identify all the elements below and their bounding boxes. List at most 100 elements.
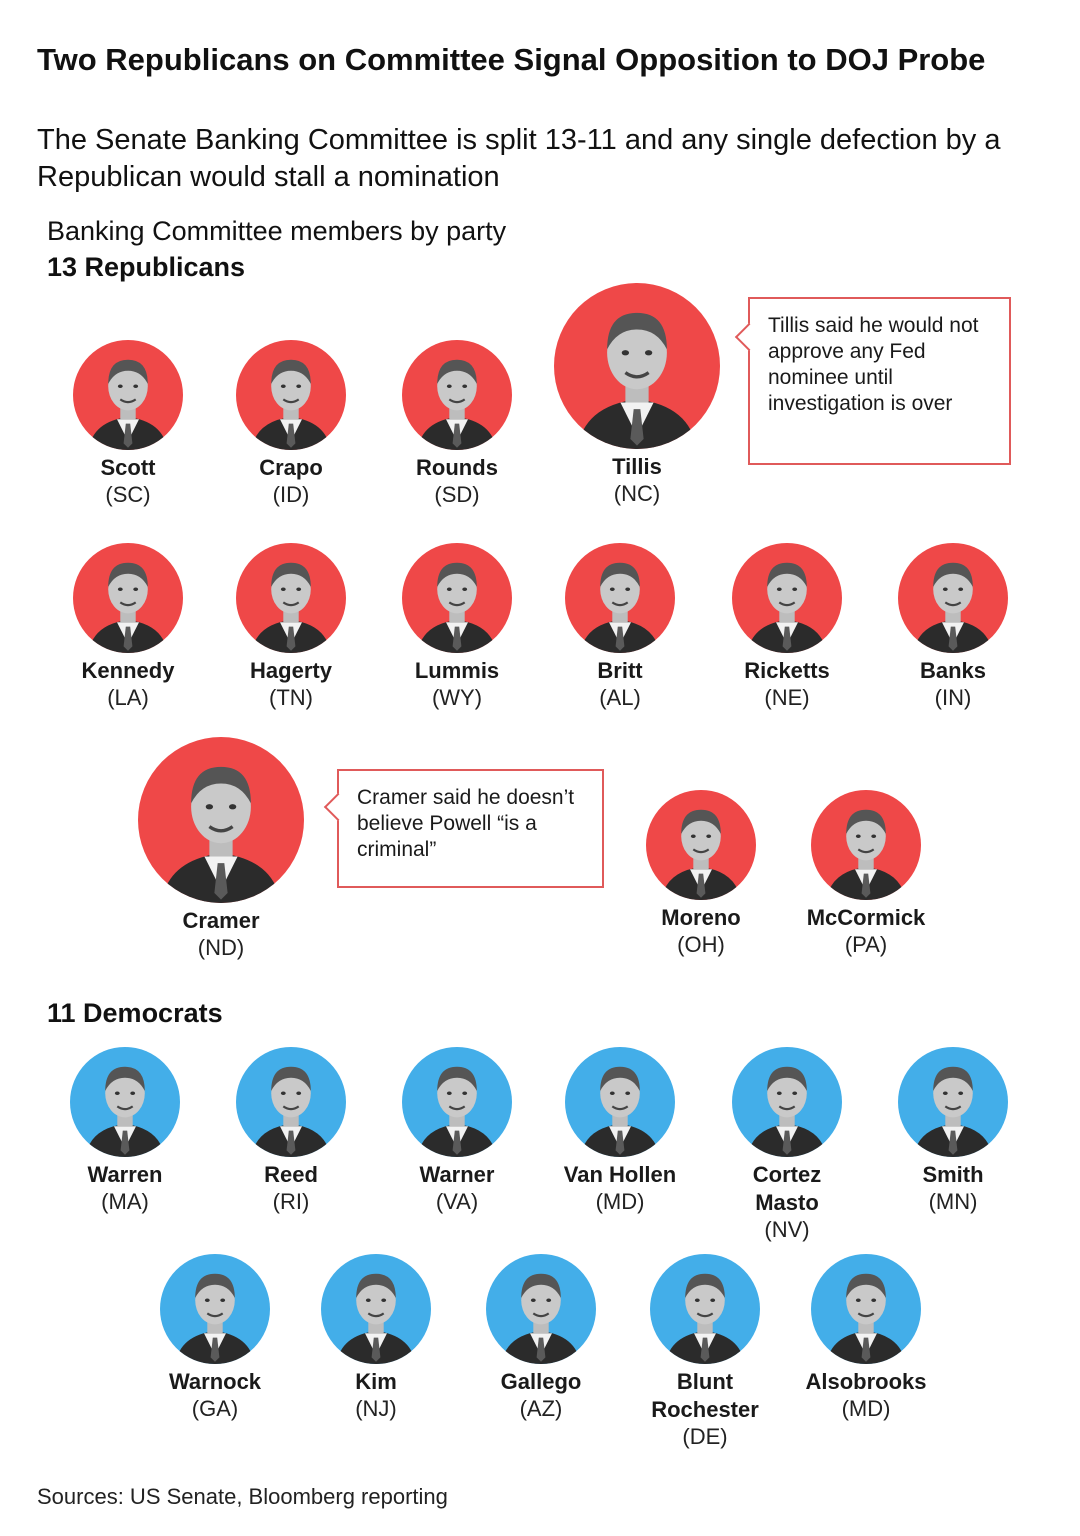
member-state: (AZ) xyxy=(519,1396,563,1421)
member-kennedy: Kennedy (LA) xyxy=(18,543,238,711)
member-photo xyxy=(160,1254,270,1364)
member-name: Van Hollen xyxy=(563,1162,677,1187)
member-name: Warren xyxy=(87,1162,163,1187)
member-tillis: Tillis (NC) xyxy=(527,283,747,507)
member-name: Ricketts xyxy=(744,658,830,683)
member-photo xyxy=(565,543,675,653)
member-state: (MA) xyxy=(101,1189,149,1214)
member-photo xyxy=(650,1254,760,1364)
member-state: (MN) xyxy=(928,1189,978,1214)
member-name: McCormick xyxy=(806,905,926,930)
member-name: Cortez Masto xyxy=(752,1162,822,1215)
member-state: (OH) xyxy=(677,932,725,957)
portrait-icon xyxy=(417,562,497,653)
portrait-icon xyxy=(85,1066,165,1157)
portrait-icon xyxy=(747,562,827,653)
portrait-icon xyxy=(161,766,281,903)
member-photo xyxy=(138,737,304,903)
member-state: (WY) xyxy=(431,685,483,710)
headline: Two Republicans on Committee Signal Oppo… xyxy=(37,42,986,77)
member-ricketts: Ricketts (NE) xyxy=(677,543,897,711)
member-state: (VA) xyxy=(435,1189,479,1214)
member-photo xyxy=(811,790,921,900)
member-moreno: Moreno (OH) xyxy=(591,790,811,958)
portrait-icon xyxy=(826,809,906,900)
member-kim: Kim (NJ) xyxy=(266,1254,486,1422)
member-warren: Warren (MA) xyxy=(15,1047,235,1215)
subhead: The Senate Banking Committee is split 13… xyxy=(37,124,1001,193)
portrait-icon xyxy=(175,1273,255,1364)
member-alsobrooks: Alsobrooks (MD) xyxy=(756,1254,976,1422)
member-photo xyxy=(73,543,183,653)
member-state: (NE) xyxy=(764,685,810,710)
member-britt: Britt (AL) xyxy=(510,543,730,711)
member-blunt-rochester: Blunt Rochester (DE) xyxy=(595,1254,815,1450)
member-name: Warnock xyxy=(168,1369,262,1394)
portrait-icon xyxy=(88,359,168,450)
portrait-icon xyxy=(417,1066,497,1157)
member-photo xyxy=(70,1047,180,1157)
member-state: (RI) xyxy=(272,1189,310,1214)
member-lummis: Lummis (WY) xyxy=(347,543,567,711)
member-van-hollen: Van Hollen (MD) xyxy=(510,1047,730,1215)
member-mccormick: McCormick (PA) xyxy=(756,790,976,958)
portrait-icon xyxy=(251,1066,331,1157)
member-state: (NC) xyxy=(613,481,661,506)
member-photo xyxy=(486,1254,596,1364)
member-name: Lummis xyxy=(414,658,500,683)
member-name: Warner xyxy=(419,1162,495,1187)
member-photo xyxy=(321,1254,431,1364)
member-state: (ID) xyxy=(272,482,310,507)
member-state: (SD) xyxy=(434,482,480,507)
member-name: Alsobrooks xyxy=(805,1369,927,1394)
member-cortez-masto: Cortez Masto (NV) xyxy=(677,1047,897,1243)
portrait-icon xyxy=(417,359,497,450)
member-name: Banks xyxy=(919,658,987,683)
member-photo xyxy=(236,543,346,653)
member-reed: Reed (RI) xyxy=(181,1047,401,1215)
portrait-icon xyxy=(88,562,168,653)
member-state: (NV) xyxy=(764,1217,810,1242)
member-photo xyxy=(73,340,183,450)
portrait-icon xyxy=(580,562,660,653)
member-state: (LA) xyxy=(107,685,149,710)
member-name: Crapo xyxy=(259,455,323,480)
portrait-icon xyxy=(501,1273,581,1364)
portrait-icon xyxy=(251,359,331,450)
tillis-callout: Tillis said he would not approve any Fed… xyxy=(734,297,1011,465)
member-gallego: Gallego (AZ) xyxy=(431,1254,651,1422)
portrait-icon xyxy=(747,1066,827,1157)
member-crapo: Crapo (ID) xyxy=(181,340,401,508)
member-hagerty: Hagerty (TN) xyxy=(181,543,401,711)
member-state: (ND) xyxy=(197,935,245,960)
member-name: Smith xyxy=(922,1162,984,1187)
member-photo xyxy=(646,790,756,900)
source-note: Sources: US Senate, Bloomberg reporting xyxy=(37,1484,448,1509)
member-name: Kim xyxy=(355,1369,397,1394)
member-name: Cramer xyxy=(182,908,260,933)
member-photo xyxy=(236,1047,346,1157)
member-state: (AL) xyxy=(599,685,641,710)
member-cramer: Cramer (ND) xyxy=(111,737,331,961)
member-photo xyxy=(811,1254,921,1364)
member-photo xyxy=(402,340,512,450)
member-name: Reed xyxy=(264,1162,318,1187)
member-name: Rounds xyxy=(416,455,498,480)
member-photo xyxy=(898,1047,1008,1157)
member-name: Kennedy xyxy=(81,658,175,683)
member-photo xyxy=(732,543,842,653)
member-photo xyxy=(732,1047,842,1157)
member-name: Britt xyxy=(597,658,643,683)
cramer-callout-text: Cramer said he doesn’t believe Powell “i… xyxy=(357,786,575,861)
member-state: (IN) xyxy=(934,685,972,710)
member-name: Gallego xyxy=(500,1369,582,1394)
cramer-callout: Cramer said he doesn’t believe Powell “i… xyxy=(323,769,604,888)
member-warnock: Warnock (GA) xyxy=(105,1254,325,1422)
member-name: Scott xyxy=(100,455,156,480)
republicans-title: 13 Republicans xyxy=(47,252,246,282)
member-name: Tillis xyxy=(612,454,662,479)
member-name: Moreno xyxy=(661,905,741,930)
member-photo xyxy=(898,543,1008,653)
democrats-title: 11 Democrats xyxy=(47,998,223,1028)
member-warner: Warner (VA) xyxy=(347,1047,567,1215)
